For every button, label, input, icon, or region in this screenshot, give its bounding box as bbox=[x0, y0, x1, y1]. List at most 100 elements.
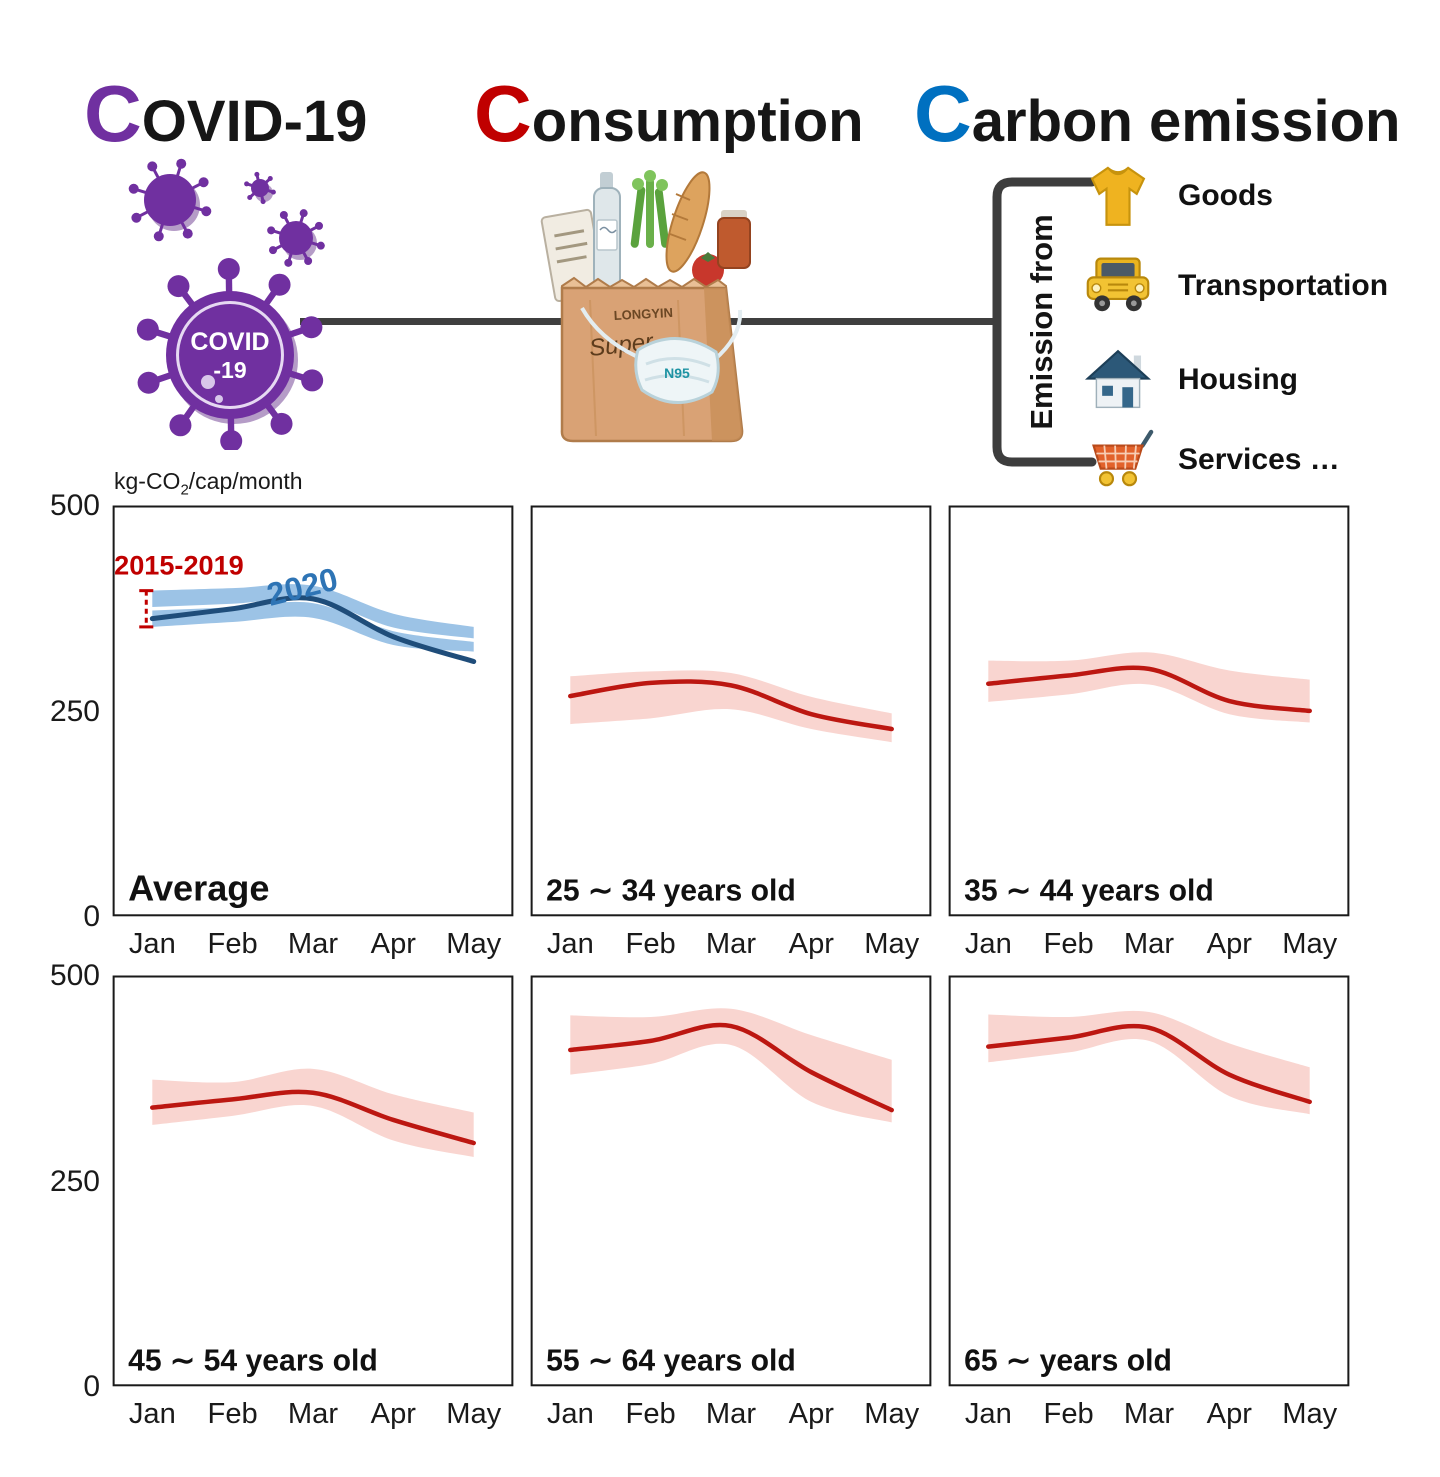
title-carbon-emission: Carbon emission bbox=[914, 74, 1400, 154]
title-carbon-emission-initial: C bbox=[914, 69, 972, 158]
baguette-scores bbox=[669, 193, 691, 241]
virus-label-line2: -19 bbox=[213, 356, 247, 383]
virus-shape bbox=[136, 258, 324, 450]
virus-label-line1: COVID bbox=[190, 328, 270, 356]
x-tick-label: Jan bbox=[129, 928, 176, 960]
title-covid19-initial: C bbox=[84, 69, 142, 158]
virus-shape bbox=[267, 209, 325, 267]
title-consumption-rest: onsumption bbox=[531, 89, 864, 154]
title-covid19: COVID-19 bbox=[84, 74, 367, 154]
band-range-label: 2015-2019 bbox=[114, 550, 244, 581]
bag-side-shade bbox=[704, 288, 743, 441]
virus-label: COVID -19 bbox=[166, 328, 294, 383]
emission-row-housing: Housing bbox=[1082, 344, 1298, 416]
car-icon bbox=[1086, 257, 1150, 312]
chart-svg: 25 ∼ 34 years old Jan Feb Mar Apr May bbox=[530, 505, 932, 960]
panel-title: Average bbox=[128, 868, 269, 909]
mask-pleats bbox=[644, 356, 711, 384]
x-tick-label: Feb bbox=[208, 1398, 258, 1430]
chart-panel-average: 2015-2019 2020 Average Jan Feb Mar Apr May bbox=[112, 505, 514, 962]
panel-title: 35 ∼ 44 years old bbox=[964, 875, 1214, 908]
mask-body bbox=[634, 337, 720, 404]
emission-bracket: Emission from bbox=[992, 177, 1097, 467]
x-tick-label: Apr bbox=[1207, 928, 1253, 960]
x-tick-label: Feb bbox=[626, 1398, 676, 1430]
x-tick-label: May bbox=[1282, 1398, 1337, 1430]
x-tick-label: Jan bbox=[547, 928, 594, 960]
panel-title: 25 ∼ 34 years old bbox=[546, 875, 796, 908]
emission-row-transportation: Transportation bbox=[1082, 250, 1388, 322]
bracket-shape bbox=[992, 177, 1097, 467]
plot-frame bbox=[112, 975, 514, 1387]
panel-title: 45 ∼ 54 years old bbox=[128, 1345, 378, 1378]
series-line-2020 bbox=[149, 595, 477, 664]
x-tick-label: Mar bbox=[288, 1398, 338, 1430]
x-tick-label: Feb bbox=[626, 928, 676, 960]
title-consumption-initial: C bbox=[474, 69, 532, 158]
title-consumption: Consumption bbox=[474, 74, 864, 154]
series-line-2020 bbox=[986, 665, 1312, 714]
x-tick-label: May bbox=[864, 928, 919, 960]
series-line-2020 bbox=[150, 1089, 476, 1146]
x-tick-label: Apr bbox=[371, 1398, 417, 1430]
virus-bubble bbox=[215, 395, 223, 403]
chart-svg: 45 ∼ 54 years old Jan Feb Mar Apr May bbox=[112, 975, 514, 1430]
y-tick-250-row2: 250 bbox=[49, 1165, 100, 1198]
unit-sub: 2 bbox=[180, 481, 189, 499]
panel-title: 65 ∼ years old bbox=[964, 1345, 1172, 1378]
x-tick-label: Mar bbox=[706, 928, 756, 960]
unit-post: /cap/month bbox=[188, 468, 303, 494]
y-tick-500-row2: 500 bbox=[49, 959, 100, 992]
title-carbon-emission-rest: arbon emission bbox=[971, 89, 1401, 154]
grocery-items bbox=[540, 170, 751, 303]
x-tick-label: May bbox=[446, 1398, 501, 1430]
virus-bubble bbox=[201, 375, 215, 389]
x-tick-label: Jan bbox=[129, 1398, 176, 1430]
jar-icon bbox=[717, 217, 751, 269]
emission-label-services: Services … bbox=[1178, 443, 1340, 476]
x-tick-label: Apr bbox=[789, 1398, 835, 1430]
y-tick-250-row1: 250 bbox=[49, 695, 100, 728]
chart-panel-55-64: 55 ∼ 64 years old Jan Feb Mar Apr May bbox=[530, 975, 932, 1432]
chart-svg: 65 ∼ years old Jan Feb Mar Apr May bbox=[948, 975, 1350, 1430]
mask-n95-text: N95 bbox=[664, 365, 690, 381]
baguette-icon bbox=[665, 171, 711, 273]
n95-mask-icon: N95 bbox=[580, 307, 743, 404]
y-tick-0-row2: 0 bbox=[83, 1370, 100, 1403]
x-tick-label: Mar bbox=[1124, 1398, 1174, 1430]
title-covid19-rest: OVID-19 bbox=[141, 89, 368, 154]
chart-panel-25-34: 25 ∼ 34 years old Jan Feb Mar Apr May bbox=[530, 505, 932, 962]
emission-row-services: Services … bbox=[1082, 424, 1340, 496]
series-line-2020 bbox=[568, 1022, 894, 1113]
chart-svg: 35 ∼ 44 years old Jan Feb Mar Apr May bbox=[948, 505, 1350, 960]
virus-shape bbox=[128, 158, 212, 242]
x-tick-label: Apr bbox=[371, 928, 417, 960]
chart-panel-45-54: 45 ∼ 54 years old Jan Feb Mar Apr May bbox=[112, 975, 514, 1432]
emission-label-goods: Goods bbox=[1178, 179, 1273, 212]
chart-panel-65plus: 65 ∼ years old Jan Feb Mar Apr May bbox=[948, 975, 1350, 1432]
x-tick-label: Jan bbox=[547, 1398, 594, 1430]
virus-shape bbox=[244, 171, 276, 205]
plot-frame bbox=[112, 505, 514, 917]
x-tick-label: Mar bbox=[288, 928, 338, 960]
x-tick-label: Feb bbox=[208, 928, 258, 960]
emission-row-goods: Goods bbox=[1082, 160, 1273, 232]
confidence-band bbox=[570, 670, 892, 743]
bottle-label-script bbox=[599, 226, 617, 234]
emission-label-housing: Housing bbox=[1178, 363, 1298, 396]
series-line-2020 bbox=[568, 679, 894, 732]
y-tick-500-row1: 500 bbox=[49, 489, 100, 522]
panel-title: 55 ∼ 64 years old bbox=[546, 1345, 796, 1378]
x-tick-label: Apr bbox=[1207, 1398, 1253, 1430]
x-tick-label: May bbox=[1282, 928, 1337, 960]
confidence-band bbox=[570, 1008, 892, 1123]
x-tick-label: Jan bbox=[965, 1398, 1012, 1430]
tomato-leaf bbox=[701, 252, 715, 262]
paper-item-lines bbox=[554, 229, 588, 264]
emission-label-transportation: Transportation bbox=[1178, 269, 1389, 302]
x-tick-label: Apr bbox=[789, 928, 835, 960]
x-tick-label: Mar bbox=[1124, 928, 1174, 960]
x-tick-label: Feb bbox=[1044, 928, 1094, 960]
bottle-label bbox=[596, 219, 618, 251]
